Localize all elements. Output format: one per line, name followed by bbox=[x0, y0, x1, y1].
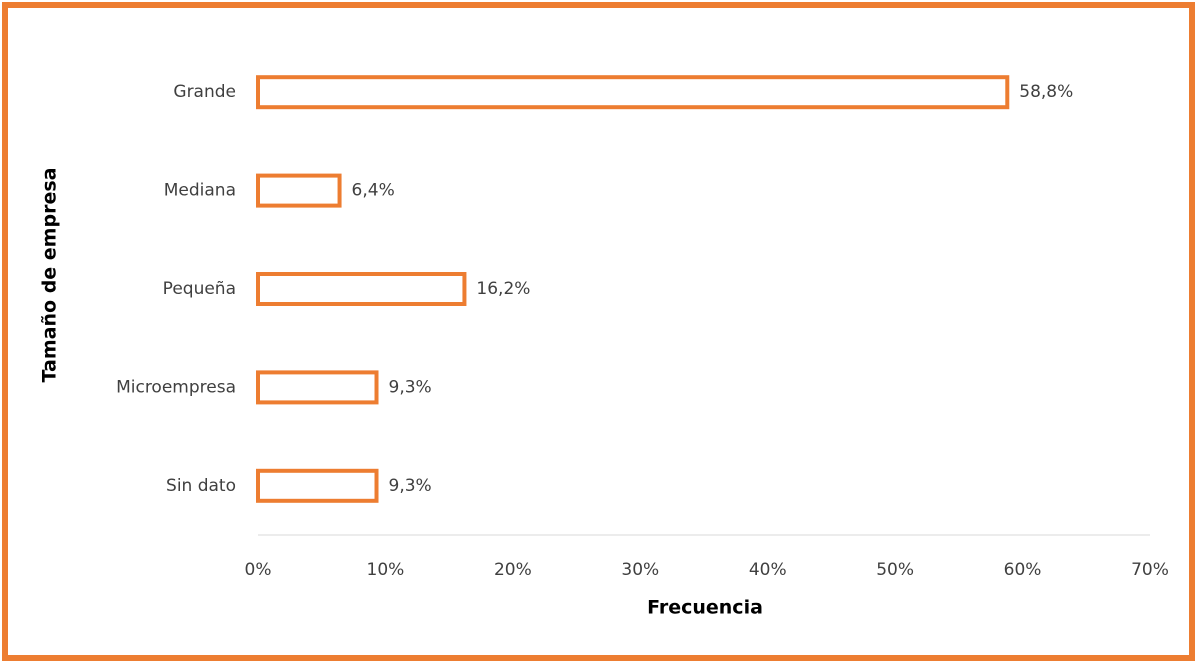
x-tick-label: 60% bbox=[1004, 560, 1042, 580]
y-tick-label: Grande bbox=[173, 82, 236, 102]
data-label: 9,3% bbox=[389, 476, 432, 496]
bar bbox=[256, 272, 467, 306]
data-label: 58,8% bbox=[1019, 82, 1073, 102]
y-tick-label: Pequeña bbox=[163, 279, 236, 299]
x-axis-title: Frecuencia bbox=[647, 597, 763, 619]
x-tick-label: 70% bbox=[1131, 560, 1169, 580]
bar bbox=[256, 173, 342, 208]
data-label: 6,4% bbox=[352, 181, 395, 201]
data-label: 9,3% bbox=[389, 377, 432, 397]
bar bbox=[256, 468, 379, 503]
bar bbox=[256, 370, 379, 405]
data-label: 16,2% bbox=[476, 279, 530, 299]
x-tick-label: 50% bbox=[876, 560, 914, 580]
x-tick-label: 10% bbox=[367, 560, 405, 580]
x-tick-label: 40% bbox=[749, 560, 787, 580]
x-tick-label: 30% bbox=[621, 560, 659, 580]
y-axis-title: Tamaño de empresa bbox=[39, 168, 61, 383]
y-tick-label: Sin dato bbox=[166, 476, 236, 496]
x-tick-label: 0% bbox=[245, 560, 272, 580]
y-tick-label: Microempresa bbox=[116, 377, 236, 397]
x-tick-label: 20% bbox=[494, 560, 532, 580]
y-tick-label: Mediana bbox=[164, 181, 236, 201]
bar bbox=[256, 75, 1010, 110]
